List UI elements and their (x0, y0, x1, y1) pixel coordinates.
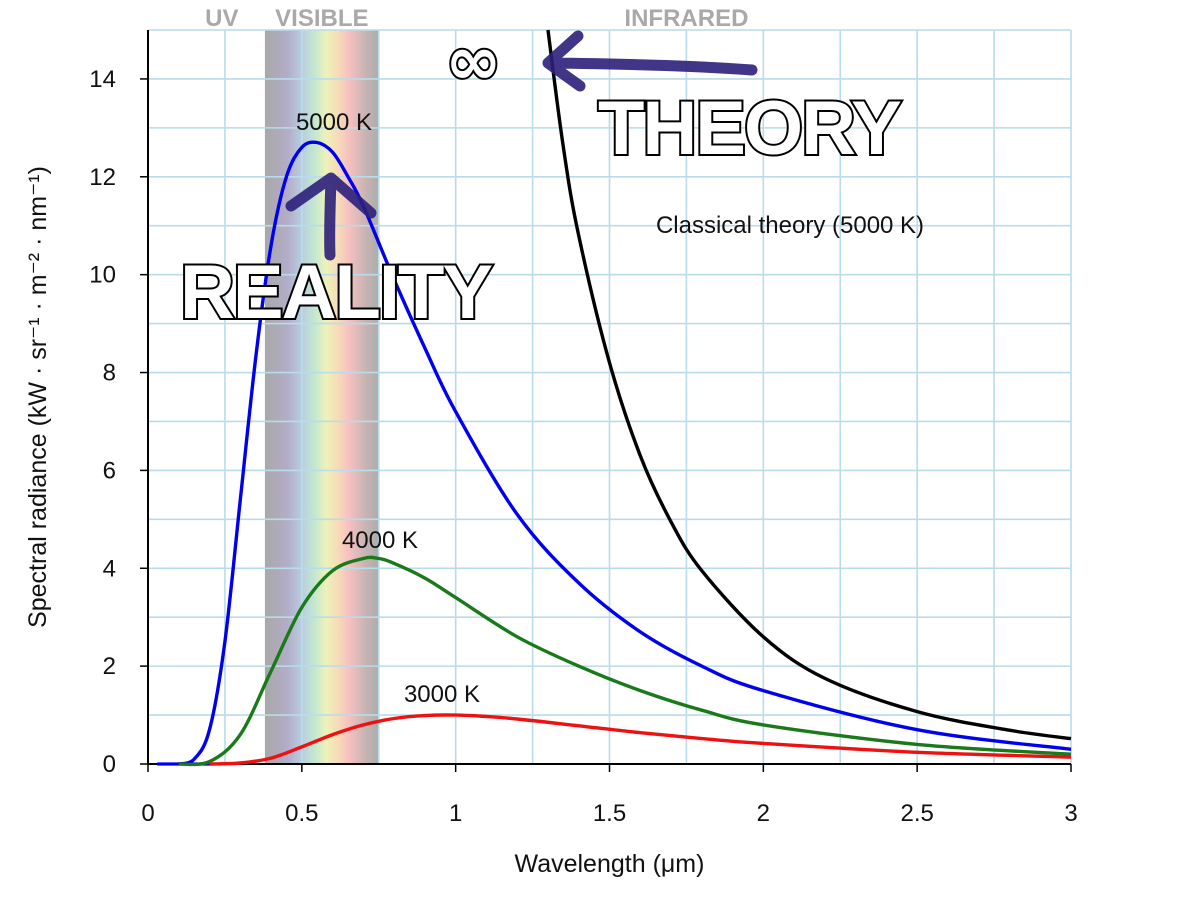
x-tick-label: 1.5 (593, 800, 626, 827)
x-tick-label: 3 (1064, 800, 1077, 827)
y-axis-label: Spectral radiance (kW · sr⁻¹ · m⁻² · nm⁻… (24, 166, 52, 628)
curve-label-1: 4000 K (342, 527, 418, 554)
y-tick-label: 8 (103, 360, 116, 387)
theory-text: THEORY (598, 86, 901, 171)
x-tick-label: 0.5 (285, 800, 318, 827)
curve-label-0: 5000 K (296, 109, 372, 136)
series-line-3000-k (209, 713, 1072, 766)
series-line-classical-theory-5000-k (546, 29, 1072, 741)
y-tick-label: 4 (103, 555, 116, 582)
region-label-visible: VISIBLE (275, 5, 368, 32)
hand-drawn-arrow-left (542, 30, 758, 92)
series-line-5000-k (178, 140, 1072, 766)
y-tick-label: 14 (89, 66, 116, 93)
x-tick-label: 2 (757, 800, 770, 827)
x-tick-label: 0 (141, 800, 154, 827)
curve-labels: 5000 K 4000 K 3000 K Classical theory (5000… (296, 109, 924, 708)
infinity-symbol: ∞ (445, 22, 502, 101)
series-line-4000-k (178, 555, 1072, 767)
series-lines (157, 29, 1072, 767)
x-tick-label: 2.5 (900, 800, 933, 827)
hand-drawn-arrow-up (285, 172, 377, 261)
x-axis-label: Wavelength (μm) (515, 850, 705, 878)
y-tick-label: 6 (103, 457, 116, 484)
ticks: 0 0.5 1 1.5 2 2.5 3 0 2 4 6 8 10 12 14 (89, 66, 1077, 827)
curve-label-2: 3000 K (404, 681, 480, 708)
y-tick-label: 0 (103, 751, 116, 778)
region-label-uv: UV (205, 5, 238, 32)
reality-text: REALITY (180, 250, 492, 335)
y-tick-label: 10 (89, 262, 116, 289)
region-labels: UV VISIBLE INFRARED (205, 5, 748, 32)
grid (148, 29, 1072, 764)
curve-label-3: Classical theory (5000 K) (656, 212, 924, 239)
visible-spectrum-band (264, 30, 379, 764)
y-tick-label: 12 (89, 164, 116, 191)
x-tick-label: 1 (449, 800, 462, 827)
y-tick-label: 2 (103, 653, 116, 680)
region-label-infrared: INFRARED (624, 5, 748, 32)
